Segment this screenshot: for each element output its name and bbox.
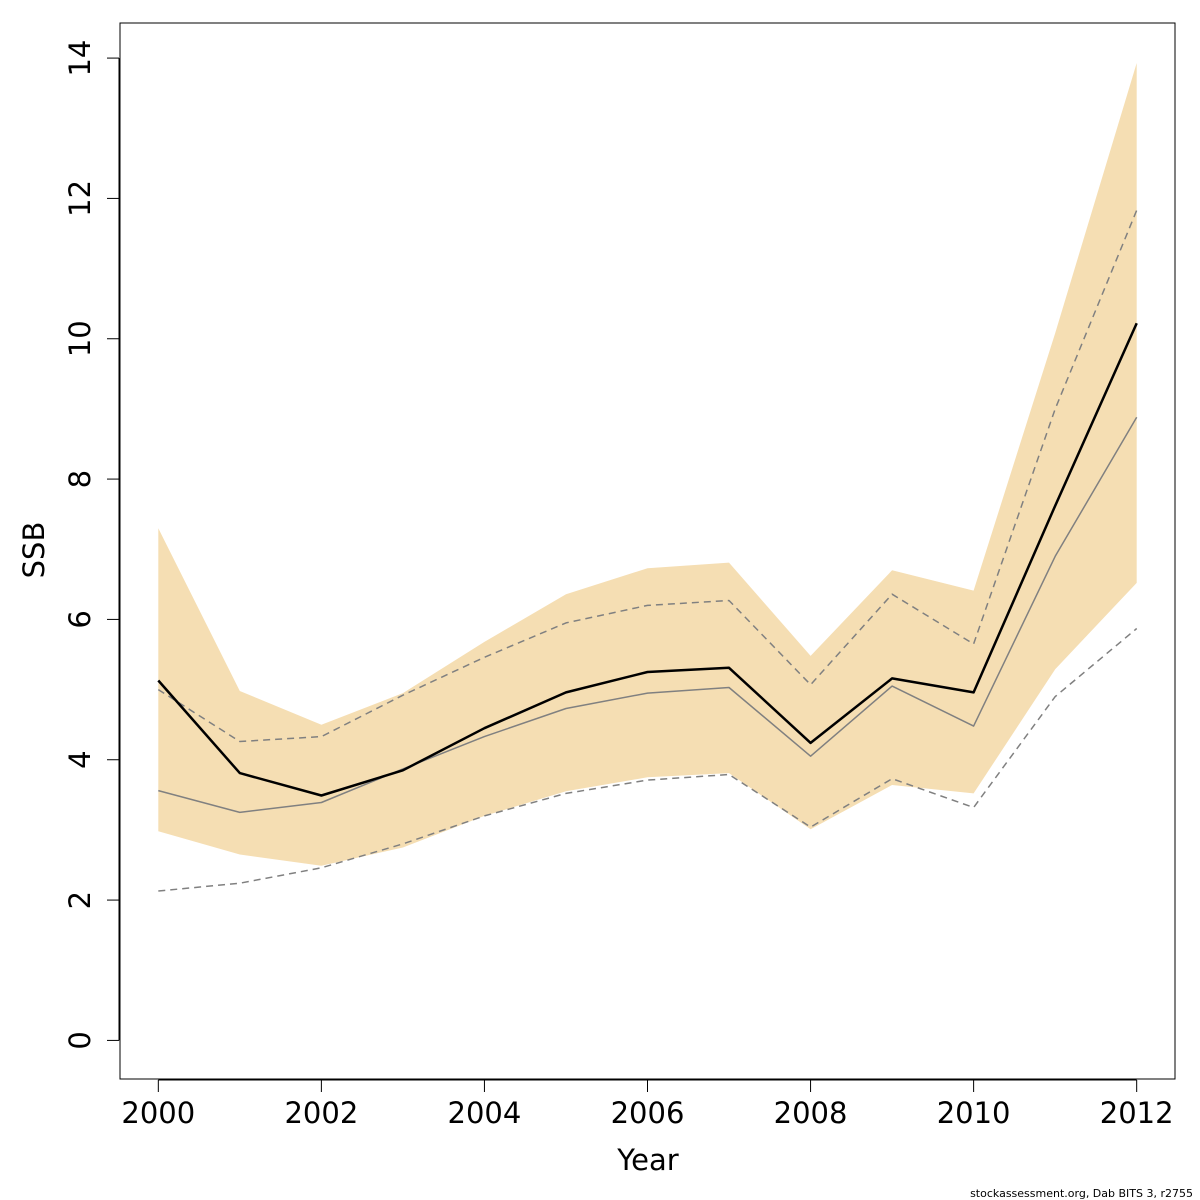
x-axis: 2000 2002 2004 2006 2008 2010 2012 [121,1079,1174,1130]
series-line-3 [157,210,1138,743]
x-tick-label: 2012 [1100,1096,1174,1130]
x-tick-label: 2010 [937,1096,1011,1130]
y-tick-label: 14 [63,40,97,77]
y-tick-label: 4 [63,750,97,768]
series-line-1 [157,322,1138,797]
x-tick-label: 2006 [611,1096,685,1130]
series-line-2 [158,416,1138,814]
y-axis-title: SSB [17,522,51,579]
y-tick-label: 10 [63,320,97,357]
credit-text: stockassessment.org, Dab BITS 3, r2755 [970,1187,1193,1200]
x-tick-label: 2000 [121,1096,195,1130]
y-tick-label: 12 [63,180,97,217]
confidence-band [158,63,1137,866]
y-tick-label: 6 [63,610,97,628]
x-axis-title: Year [616,1143,678,1177]
x-tick-label: 2002 [284,1096,358,1130]
y-tick-label: 2 [63,891,97,909]
x-tick-label: 2008 [774,1096,848,1130]
x-tick-label: 2004 [448,1096,522,1130]
y-axis: 0 2 4 6 8 10 12 14 [63,40,120,1050]
y-tick-label: 0 [63,1031,97,1049]
y-tick-label: 8 [63,470,97,488]
plot-frame [119,22,1176,1080]
